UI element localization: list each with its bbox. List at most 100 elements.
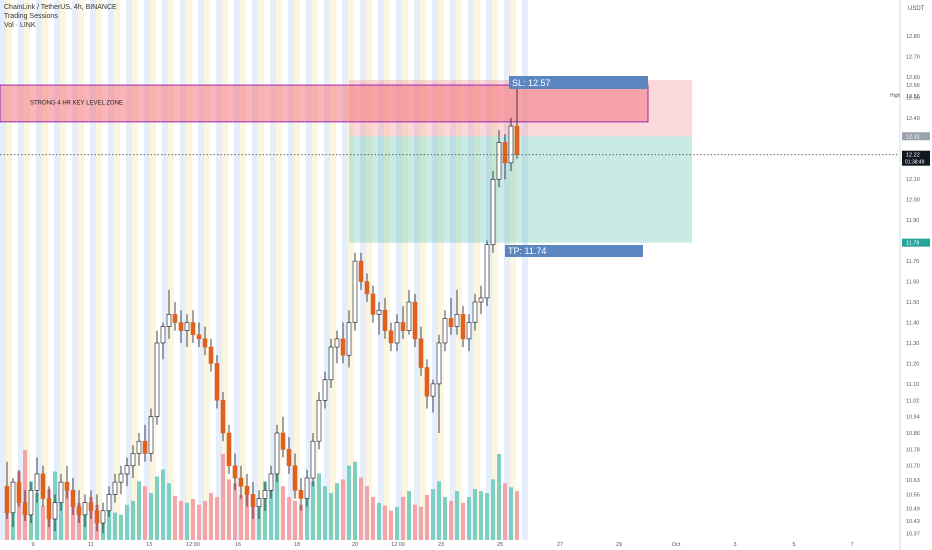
volume-bar bbox=[317, 473, 321, 540]
take-profit-area[interactable] bbox=[349, 136, 692, 243]
session-stripe bbox=[222, 0, 228, 540]
volume-bar bbox=[473, 489, 477, 540]
candle bbox=[58, 473, 64, 511]
session-stripe bbox=[168, 0, 174, 540]
candle bbox=[280, 416, 286, 458]
session-stripe bbox=[126, 0, 132, 540]
volume-bar bbox=[413, 504, 417, 540]
price-tick-label: 10.70 bbox=[906, 464, 920, 470]
volume-bar bbox=[281, 486, 285, 540]
volume-bar bbox=[425, 495, 429, 540]
candle bbox=[490, 171, 496, 253]
session-stripe bbox=[198, 0, 204, 540]
price-axis[interactable]: 12.8012.7012.6012.5612.5012.4012.1012.00… bbox=[906, 34, 920, 537]
candle-body bbox=[88, 502, 94, 512]
volume-bar bbox=[167, 483, 171, 540]
candle-body bbox=[286, 449, 292, 467]
candle-body bbox=[244, 485, 250, 495]
high-price-text: 12.56 bbox=[906, 94, 920, 100]
candle bbox=[274, 424, 280, 483]
volume-bar bbox=[137, 481, 141, 540]
candle-body bbox=[466, 322, 472, 340]
session-stripe bbox=[324, 0, 330, 540]
volume-bar bbox=[371, 496, 375, 540]
session-stripe bbox=[474, 0, 480, 540]
candle-body bbox=[514, 125, 520, 155]
price-tick-label: 11.02 bbox=[906, 398, 919, 404]
price-tick-label: 11.30 bbox=[906, 341, 919, 347]
session-stripe bbox=[216, 0, 222, 540]
candle-body bbox=[388, 330, 394, 344]
session-stripe bbox=[378, 0, 384, 540]
volume-bar bbox=[461, 502, 465, 540]
last-price-text: 12.22 bbox=[906, 153, 920, 159]
candle-body bbox=[334, 338, 340, 348]
candle bbox=[316, 392, 322, 450]
candle bbox=[238, 465, 244, 499]
candle bbox=[166, 289, 172, 339]
candle-body bbox=[346, 322, 352, 356]
time-axis[interactable]: 9 11 13 12:00 16 18 20 12:00 23 25 27 29 Oct 3 5 7 bbox=[31, 542, 853, 548]
candle bbox=[100, 502, 106, 534]
candle bbox=[106, 486, 112, 517]
volume-bar bbox=[329, 493, 333, 540]
session-stripe bbox=[186, 0, 192, 540]
candle-body bbox=[370, 293, 376, 315]
candle-body bbox=[118, 473, 124, 483]
candle-body bbox=[496, 142, 502, 180]
volume-bar bbox=[491, 479, 495, 540]
time-tick-label: 5 bbox=[792, 542, 795, 548]
volume-bar bbox=[269, 476, 273, 540]
candle bbox=[76, 490, 82, 524]
candle bbox=[256, 490, 262, 519]
candle-body bbox=[304, 477, 310, 499]
candle bbox=[160, 322, 166, 360]
session-stripe bbox=[438, 0, 444, 540]
candle bbox=[334, 330, 340, 364]
candle bbox=[196, 322, 202, 348]
time-tick-label: 12:00 bbox=[186, 542, 200, 548]
volume-bar bbox=[383, 505, 387, 540]
candle bbox=[424, 359, 430, 409]
candle bbox=[400, 306, 406, 339]
session-stripe bbox=[204, 0, 210, 540]
candle-body bbox=[202, 338, 208, 348]
volume-bar bbox=[419, 506, 423, 540]
candle bbox=[508, 117, 514, 172]
volume-bar bbox=[407, 491, 411, 540]
time-tick-label: 18 bbox=[294, 542, 300, 548]
volume-bar bbox=[335, 483, 339, 540]
candle bbox=[448, 297, 454, 335]
key-level-zone[interactable] bbox=[0, 84, 649, 123]
session-stripe bbox=[330, 0, 336, 540]
candle bbox=[136, 433, 142, 466]
volume-bar bbox=[173, 495, 177, 540]
volume-bar bbox=[119, 514, 123, 540]
legend-sessions: Trading Sessions bbox=[4, 13, 58, 20]
candle bbox=[394, 314, 400, 352]
candle-body bbox=[196, 334, 202, 340]
session-stripe bbox=[18, 0, 24, 540]
candle-body bbox=[298, 490, 304, 499]
candle-body bbox=[268, 473, 274, 491]
session-stripe bbox=[60, 0, 66, 540]
session-stripe bbox=[24, 0, 30, 540]
price-tick-label: 10.49 bbox=[906, 507, 920, 513]
volume-bar bbox=[131, 500, 135, 540]
currency-label: USDT bbox=[908, 6, 925, 12]
candle-body bbox=[256, 498, 262, 507]
volume-bar bbox=[377, 502, 381, 540]
volume-bar bbox=[275, 471, 279, 540]
candle-body bbox=[136, 440, 142, 454]
price-tick-label: 12.00 bbox=[906, 198, 920, 204]
volume-bar bbox=[287, 496, 291, 540]
candle-body bbox=[280, 432, 286, 450]
session-stripe bbox=[504, 0, 510, 540]
candle bbox=[94, 494, 100, 532]
candle bbox=[22, 490, 28, 521]
price-tick-label: 10.37 bbox=[906, 531, 920, 537]
volume-bar bbox=[143, 486, 147, 540]
volume-bar bbox=[155, 476, 159, 540]
volume-bar bbox=[515, 491, 519, 540]
